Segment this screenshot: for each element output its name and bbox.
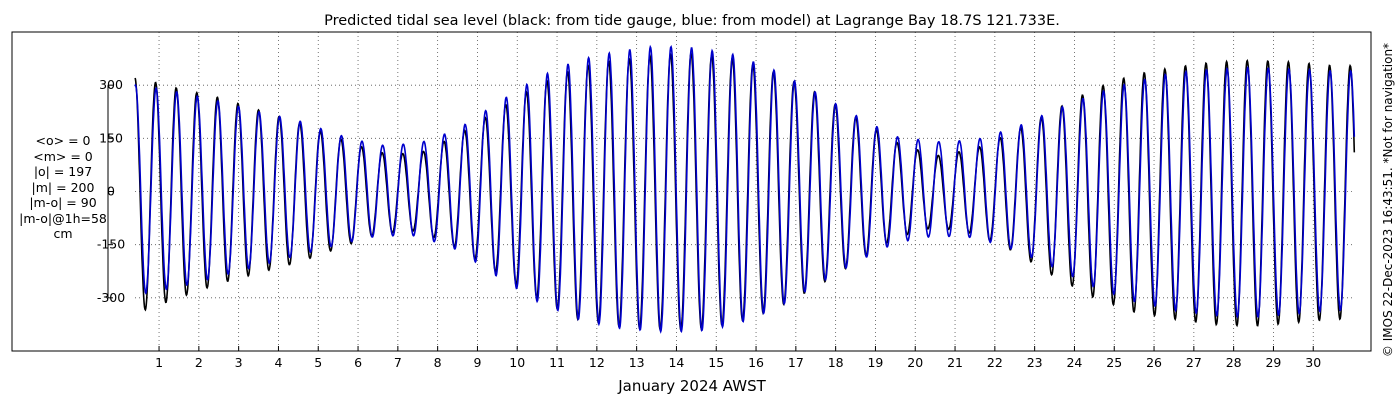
x-tick-label: 6 [354,355,362,370]
x-tick-label: 7 [394,355,402,370]
x-tick-label: 2 [195,355,203,370]
x-tick-label: 18 [828,355,844,370]
stats-mean-observed: <o> = 0 [35,133,91,148]
x-tick-label: 22 [987,355,1003,370]
watermark-text: © IMOS 22-Dec-2023 16:43:51. *Not for na… [1381,43,1395,357]
x-tick-label: 30 [1305,355,1321,370]
x-tick-label: 27 [1186,355,1202,370]
model-series [134,44,1356,334]
chart-title: Predicted tidal sea level (black: from t… [324,13,1060,29]
x-tick-label: 3 [235,355,243,370]
y-axis: -300 -150 0 150 300 [97,77,125,305]
stats-abs-diff-1h: |m-o|@1h=58 [19,210,107,226]
stats-panel: <o> = 0 <m> = 0 |o| = 197 |m| = 200 |m-o… [8,133,118,242]
stats-unit: cm [53,226,73,241]
x-axis: 1 2 3 4 5 6 7 8 9 10 11 12 13 14 15 16 17 18 19 20 21 22 23 24 2… [155,346,1321,370]
y-tick-label: 150 [99,130,123,145]
x-tick-label: 1 [155,355,163,370]
x-tick-label: 29 [1265,355,1281,370]
x-tick-label: 4 [274,355,282,370]
x-tick-label: 17 [788,355,804,370]
x-tick-label: 21 [947,355,963,370]
x-tick-label: 10 [509,355,525,370]
y-tick-label: -300 [97,290,125,305]
x-tick-label: 11 [549,355,565,370]
x-tick-label: 13 [629,355,645,370]
x-tick-label: 9 [473,355,481,370]
x-tick-label: 5 [314,355,322,370]
x-tick-label: 8 [434,355,442,370]
x-tick-label: 24 [1066,355,1082,370]
x-tick-label: 26 [1146,355,1162,370]
stats-abs-observed: |o| = 197 [33,164,93,179]
series-layer [134,44,1356,334]
x-tick-label: 23 [1027,355,1043,370]
x-tick-label: 28 [1226,355,1242,370]
y-tick-label: 300 [99,77,123,92]
x-tick-label: 19 [867,355,883,370]
plot-frame [11,31,1372,352]
x-tick-label: 15 [708,355,724,370]
x-tick-label: 14 [668,355,684,370]
stats-abs-model: |m| = 200 [31,179,95,195]
x-tick-label: 20 [907,355,923,370]
stats-abs-diff: |m-o| = 90 [29,195,97,210]
y-tick-label: -150 [97,237,125,252]
x-axis-label: January 2024 AWST [617,377,766,395]
y-tick-label: 0 [107,184,115,199]
x-tick-label: 12 [589,355,605,370]
stats-mean-model: <m> = 0 [33,148,93,164]
x-tick-label: 16 [748,355,764,370]
x-tick-label: 25 [1106,355,1122,370]
